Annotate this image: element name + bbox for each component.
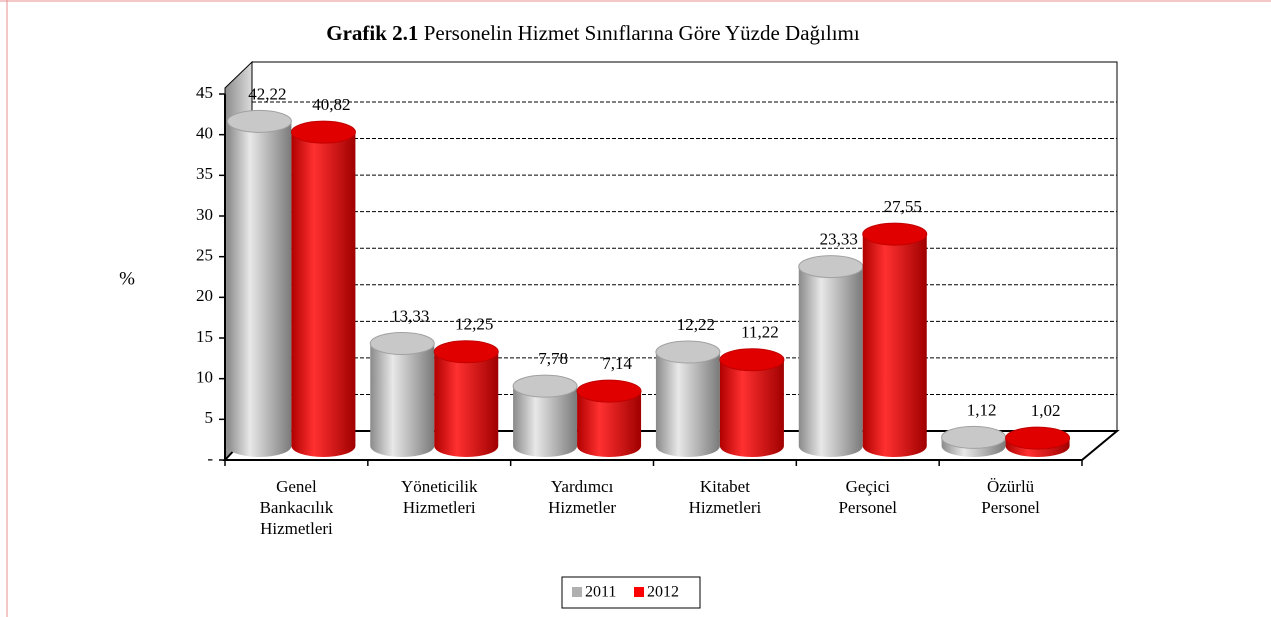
- bar: [1005, 426, 1071, 458]
- y-tick-label: 30: [196, 205, 213, 224]
- x-tick-label: Yardımcı Hizmetler: [548, 477, 616, 517]
- legend-label: 2012: [647, 584, 679, 601]
- bar-body: [655, 352, 720, 457]
- bar-body: [577, 391, 642, 457]
- x-tick-label: Özürlü Personel: [981, 477, 1040, 517]
- bar-body: [291, 132, 356, 457]
- bar-top: [369, 332, 435, 356]
- legend-swatch: [634, 587, 644, 597]
- bar-body: [227, 121, 292, 457]
- value-label: 11,22: [741, 323, 779, 342]
- legend-swatch: [572, 587, 582, 597]
- value-label: 7,78: [538, 349, 568, 368]
- value-label: 1,02: [1031, 401, 1061, 420]
- value-label: 12,22: [677, 315, 715, 334]
- bar-body: [719, 359, 784, 457]
- bar: [290, 120, 356, 457]
- bar: [226, 109, 292, 457]
- bar: [369, 332, 435, 457]
- x-tick-label: Geçici Personel: [838, 477, 897, 517]
- bar-body: [862, 234, 927, 457]
- y-tick-label: 15: [196, 327, 213, 346]
- bar-top: [862, 222, 928, 246]
- y-tick-label: 40: [196, 124, 213, 143]
- value-label: 7,14: [602, 354, 632, 373]
- bar-top: [719, 348, 785, 372]
- bar-body: [513, 386, 578, 457]
- y-tick-label: 45: [196, 83, 213, 102]
- bar-top: [512, 374, 578, 398]
- legend-label: 2011: [585, 584, 616, 601]
- bar-body: [798, 266, 863, 457]
- value-label: 42,22: [248, 84, 286, 103]
- x-tick-label: Kitabet Hizmetleri: [689, 477, 762, 517]
- x-tick-label: Genel Bankacılık Hizmetleri: [260, 477, 334, 538]
- bar: [433, 340, 499, 457]
- y-tick-label: 35: [196, 164, 213, 183]
- value-label: 13,33: [391, 306, 429, 325]
- bar: [576, 379, 642, 457]
- bar: [655, 340, 721, 457]
- y-tick-label: 25: [196, 246, 213, 265]
- bar-top: [290, 120, 356, 144]
- bar: [862, 222, 928, 457]
- y-tick-label: -: [207, 449, 213, 468]
- bar-top: [576, 379, 642, 403]
- bar-top: [655, 340, 721, 364]
- title-text: Personelin Hizmet Sınıflarına Göre Yüzde…: [424, 21, 860, 45]
- title-label: Grafik 2.1: [326, 21, 418, 45]
- bar: [512, 374, 578, 457]
- bar-top: [1005, 426, 1071, 450]
- value-label: 40,82: [312, 95, 350, 114]
- x-tick-label: Yöneticilik Hizmetleri: [401, 477, 478, 517]
- chart-title: Grafik 2.1 Personelin Hizmet Sınıflarına…: [326, 21, 860, 45]
- bar-top: [941, 425, 1007, 449]
- y-tick-label: 20: [196, 286, 213, 305]
- bar-top: [226, 109, 292, 133]
- bar: [941, 425, 1007, 457]
- y-axis-label: %: [119, 268, 135, 289]
- bar-top: [798, 255, 864, 279]
- value-label: 27,55: [884, 197, 922, 216]
- y-tick-label: 5: [205, 408, 214, 427]
- bar-top: [433, 340, 499, 364]
- bar: [798, 255, 864, 457]
- y-tick-label: 10: [196, 368, 213, 387]
- value-label: 12,25: [455, 315, 493, 334]
- bar: [719, 348, 785, 457]
- bar-body: [434, 351, 499, 457]
- value-label: 23,33: [820, 230, 858, 249]
- value-label: 1,12: [967, 400, 997, 419]
- bar-body: [370, 343, 435, 457]
- legend-box: [561, 576, 701, 609]
